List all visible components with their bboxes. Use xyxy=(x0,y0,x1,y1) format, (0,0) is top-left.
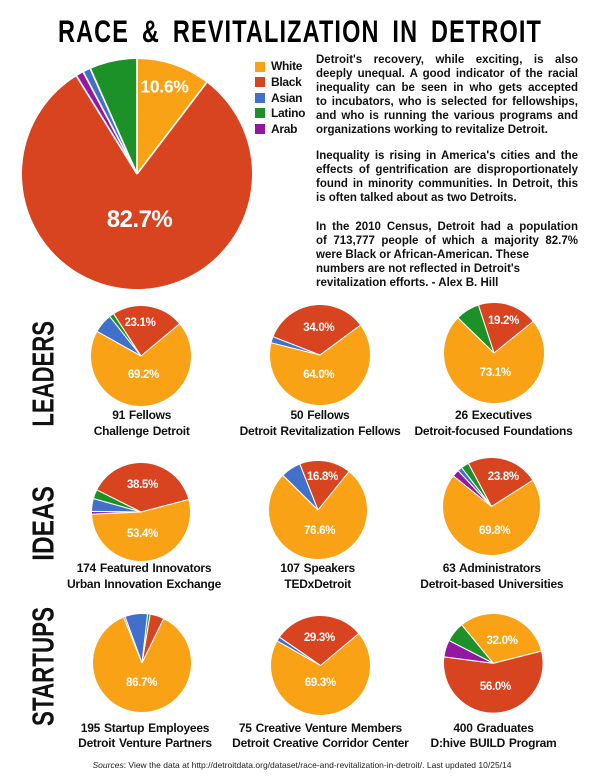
svg-text:STARTUPS: STARTUPS xyxy=(26,607,61,726)
svg-text:LEADERS: LEADERS xyxy=(26,321,61,427)
svg-text:IDEAS: IDEAS xyxy=(26,486,61,561)
